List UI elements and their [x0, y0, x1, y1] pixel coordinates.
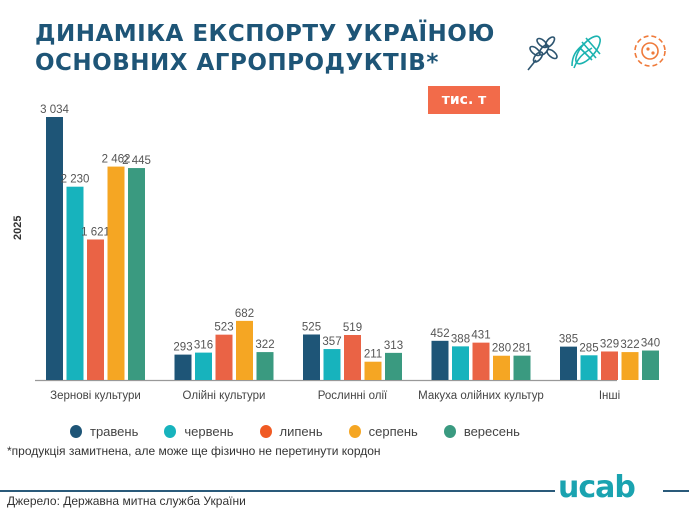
footer-divider-right	[663, 490, 689, 492]
bar	[513, 355, 531, 380]
data-label: 523	[214, 322, 233, 334]
footer-divider	[0, 490, 555, 492]
unit-badge: тис. т	[428, 86, 500, 114]
legend-dot-icon	[164, 425, 177, 438]
data-label: 313	[384, 340, 403, 352]
bar	[493, 355, 510, 380]
corn-icon	[571, 35, 601, 69]
bar	[452, 346, 469, 380]
sunflower-icon	[634, 35, 666, 67]
x-tick-label: Олійні культури	[183, 390, 266, 402]
legend: травень червень липень серпень вересень	[70, 424, 546, 439]
data-label: 322	[255, 339, 274, 351]
bar	[195, 352, 212, 380]
page-title: ДИНАМІКА ЕКСПОРТУ УКРАЇНОЮ ОСНОВНИХ АГРО…	[35, 20, 495, 78]
bar	[344, 335, 361, 380]
bar	[215, 334, 233, 380]
legend-item: серпень	[348, 424, 418, 439]
legend-dot-icon	[443, 425, 456, 438]
bar	[128, 168, 145, 380]
x-tick-label: Макуха олійних культур	[418, 390, 544, 402]
bar	[87, 239, 104, 380]
bar	[323, 349, 341, 380]
legend-label: вересень	[463, 424, 520, 439]
legend-dot-icon	[70, 425, 82, 438]
bar	[385, 352, 402, 380]
data-label: 431	[471, 330, 490, 342]
bar	[256, 352, 274, 380]
bar	[364, 361, 382, 380]
legend-item: вересень	[443, 424, 520, 439]
data-label: 2 230	[61, 174, 90, 186]
source-text: Джерело: Державна митна служба України	[7, 494, 246, 508]
data-label: 280	[492, 343, 511, 355]
data-label: 385	[559, 334, 578, 346]
data-label: 388	[451, 333, 470, 345]
legend-label: серпень	[368, 424, 418, 439]
data-label: 3 034	[40, 104, 69, 116]
data-label: 316	[194, 340, 213, 352]
legend-dot-icon	[259, 425, 272, 438]
bar	[107, 166, 125, 380]
data-label: 340	[641, 338, 660, 350]
data-label: 2 462	[102, 154, 131, 166]
ucab-logo: ucab	[558, 470, 636, 505]
bar	[66, 186, 84, 380]
bar	[431, 340, 449, 380]
bar	[303, 334, 320, 380]
bar	[472, 342, 490, 380]
wheat-icon	[527, 36, 558, 71]
legend-item: травень	[70, 424, 138, 439]
bar	[580, 355, 598, 380]
x-tick-label: Зернові культури	[50, 390, 141, 402]
bar	[642, 350, 659, 380]
legend-item: червень	[164, 424, 234, 439]
data-label: 357	[322, 336, 341, 348]
legend-label: липень	[279, 424, 323, 439]
data-label: 329	[600, 338, 619, 350]
footnote: *продукція замитнена, але може ще фізичн…	[7, 444, 381, 458]
x-tick-label: Рослинні олії	[318, 390, 388, 402]
legend-label: червень	[184, 424, 234, 439]
bar	[601, 351, 618, 380]
x-tick-label: Інші	[599, 390, 620, 402]
bar	[174, 354, 192, 380]
bar	[560, 346, 577, 380]
data-label: 2 445	[122, 155, 151, 167]
data-label: 1 621	[81, 226, 110, 238]
data-label: 211	[364, 349, 382, 361]
data-label: 285	[579, 342, 598, 354]
data-label: 452	[430, 328, 449, 340]
bar	[621, 352, 639, 380]
legend-dot-icon	[348, 425, 361, 438]
data-label: 519	[343, 322, 362, 334]
data-label: 682	[235, 308, 254, 320]
data-label: 525	[302, 321, 321, 333]
bar	[46, 117, 63, 380]
data-label: 293	[173, 342, 192, 354]
legend-label: травень	[90, 424, 139, 439]
bar	[236, 320, 253, 380]
title-line-1: ДИНАМІКА ЕКСПОРТУ УКРАЇНОЮ	[35, 21, 495, 47]
legend-item: липень	[259, 424, 323, 439]
data-label: 281	[512, 343, 531, 355]
header-icons	[527, 35, 666, 71]
title-line-2: ОСНОВНИХ АГРОПРОДУКТІВ*	[35, 50, 439, 76]
data-label: 322	[620, 339, 639, 351]
